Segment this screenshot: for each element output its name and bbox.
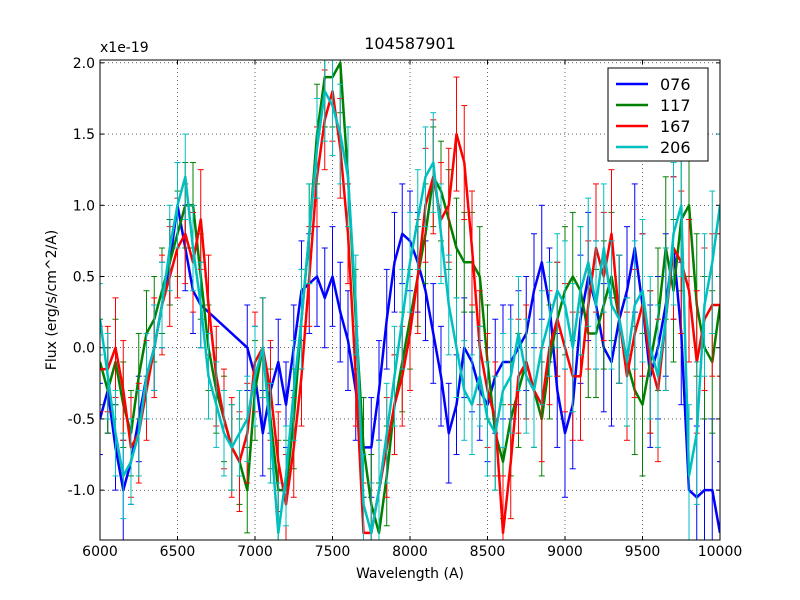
y-tick-label: -1.0 [68,483,95,499]
legend: 076 117 167 206 [607,67,709,162]
x-tick-label: 8500 [470,544,506,560]
plot-frame [99,59,721,541]
y-tick-label: 0.0 [73,341,95,357]
x-tick-label: 10000 [698,544,743,560]
chart-title: 104587901 [364,34,456,53]
x-tick-label: 7500 [315,544,351,560]
series-layer [100,60,720,540]
legend-label-206: 206 [660,138,691,157]
legend-label-076: 076 [660,75,691,94]
y-tick-label: -0.5 [68,412,95,428]
y-tick-label: 2.0 [73,56,95,72]
legend-label-117: 117 [660,96,691,115]
x-axis-ticks: 6000 6500 7000 7500 8000 8500 9000 9500 10000 [82,60,742,560]
series-line-167 [100,90,720,535]
x-tick-label: 8000 [392,544,428,560]
series-206 [100,60,720,540]
x-tick-label: 6000 [82,544,118,560]
x-tick-label: 9000 [547,544,583,560]
x-tick-label: 9500 [625,544,661,560]
series-line-076 [100,204,720,534]
x-tick-label: 7000 [237,544,273,560]
y-tick-label: 1.0 [73,198,95,214]
y-tick-label: 0.5 [73,269,95,285]
series-line-206 [100,90,720,535]
legend-label-167: 167 [660,117,691,136]
y-axis-label: Flux (erg/s/cm^2/A) [44,230,60,370]
y-offset-label: x1e-19 [100,40,149,56]
x-axis-label: Wavelength (A) [356,566,464,582]
y-axis-ticks: -1.0 -0.5 0.0 0.5 1.0 1.5 2.0 [68,56,720,499]
x-tick-label: 6500 [160,544,196,560]
y-tick-label: 1.5 [73,127,95,143]
